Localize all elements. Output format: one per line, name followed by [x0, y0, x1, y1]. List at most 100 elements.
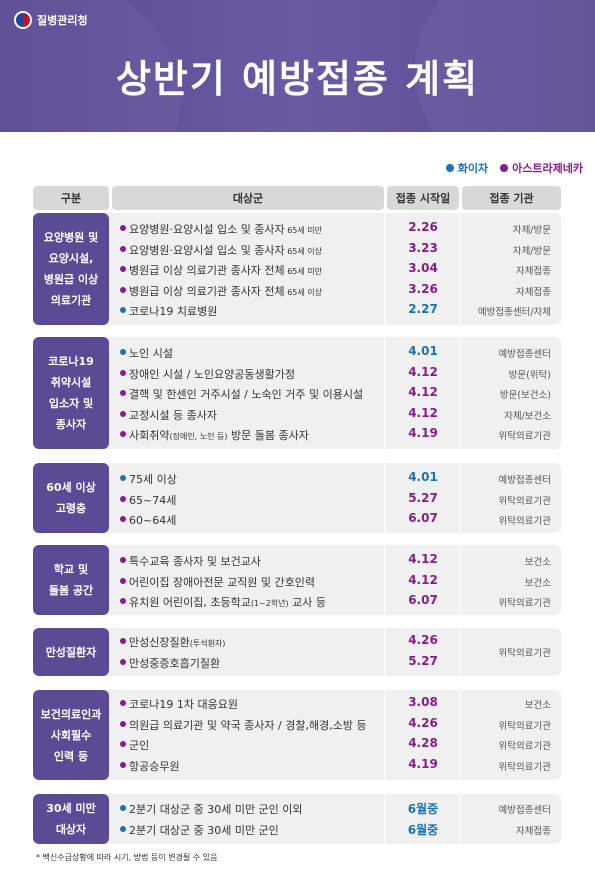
target-group-text: 만성중증호흡기질환 — [129, 656, 221, 670]
target-note: 65세 이상 — [284, 287, 323, 297]
start-date: 4.01 — [408, 470, 438, 484]
table-row: 60~64세 6.07 위탁의료기관 — [33, 509, 561, 529]
column-divider — [459, 213, 460, 325]
agency-logo: 질병관리청 — [14, 11, 88, 29]
table-row: 장애인 시설 / 노인요양공동생활가정 4.12 방문(위탁) — [33, 363, 561, 383]
table-row: 어린이집 장애아전문 교직원 및 간호인력 4.12 보건소 — [33, 571, 561, 591]
institution-text: 예방접종센터 — [498, 349, 551, 360]
target-note: (장애인, 노인 등) — [169, 432, 228, 441]
header-institution: 접종 기관 — [462, 186, 561, 210]
institution-text: 예방접종센터 — [498, 805, 551, 816]
start-date: 2.27 — [408, 302, 438, 316]
institution-text: 예방접종센터/자체 — [477, 307, 551, 318]
target-note: (1~2학년) — [250, 599, 289, 608]
table-row: 군인 4.28 위탁의료기관 — [33, 734, 561, 754]
institution-text: 예방접종센터 — [498, 475, 551, 486]
column-divider — [459, 690, 460, 780]
column-divider — [384, 690, 385, 780]
target-note: (투석환자) — [189, 639, 226, 648]
institution-text: 위탁의료기관 — [498, 761, 551, 773]
group-background — [33, 794, 561, 844]
astrazeneca-bullet-icon — [120, 431, 126, 437]
column-divider — [384, 213, 385, 325]
target-note: 65세 미만 — [284, 267, 323, 276]
table-row: 결핵 및 한센인 거주시설 / 노숙인 거주 및 이용시설 4.12 방문(보건소) — [33, 383, 561, 403]
start-date: 5.27 — [408, 490, 438, 505]
astrazeneca-bullet-icon — [120, 516, 126, 522]
start-date: 4.26 — [408, 633, 438, 647]
table-group: 만성질환자 만성신장질환(투석환자) 4.26 위탁의료기관 만성중증호흡기질환 5.27 — [33, 628, 561, 676]
astrazeneca-bullet-icon — [120, 700, 126, 706]
table-group: 보건의료인과 사회필수 인력 등 코로나19 1차 대응요원 3.08 보건소 의원급 … — [33, 690, 561, 780]
start-date: 5.27 — [408, 653, 438, 668]
table-row: 코로나19 치료병원 2.27 예방접종센터/자체 — [33, 300, 561, 320]
start-date: 3.26 — [408, 281, 438, 296]
category-label: 요양병원 및 요양시설, 병원급 이상 의료기관 — [33, 213, 109, 325]
group-background — [33, 628, 561, 676]
pfizer-bullet-icon — [120, 349, 126, 355]
table-row: 항공승무원 4.19 위탁의료기관 — [33, 755, 561, 775]
institution-text: 자체/보건소 — [504, 410, 551, 422]
target-group-text: 군인 — [129, 739, 150, 752]
category-label: 30세 미만 대상자 — [33, 794, 109, 844]
legend-astrazeneca: 아스트라제네카 — [500, 160, 583, 176]
table-group: 코로나19 취약시설 입소자 및 종사자 노인 시설 4.01 예방접종센터 장애인 시… — [33, 337, 561, 449]
institution-text: 방문(보건소) — [499, 390, 551, 401]
astrazeneca-bullet-icon — [120, 720, 126, 727]
column-divider — [459, 545, 460, 615]
pfizer-dot-icon — [445, 164, 454, 172]
table-row: 특수교육 종사자 및 보건교사 4.12 보건소 — [33, 550, 561, 570]
header-category: 구분 — [33, 186, 109, 210]
institution-text: 위탁의료기관 — [498, 431, 551, 442]
target-group-text: 2분기 대상군 중 30세 미만 군인 — [129, 823, 279, 837]
vaccine-legend: 화이자 아스트라제네카 — [445, 160, 583, 176]
institution-text: 보건소 — [524, 557, 551, 568]
column-divider — [459, 794, 460, 844]
column-divider — [384, 337, 385, 449]
astrazeneca-bullet-icon — [120, 761, 126, 768]
institution-text: 방문(위탁) — [508, 369, 551, 381]
astrazeneca-bullet-icon — [120, 245, 126, 252]
pfizer-bullet-icon — [120, 475, 126, 481]
start-date: 3.23 — [408, 240, 438, 255]
institution-text: 위탁의료기관 — [498, 495, 551, 507]
start-date: 6.07 — [408, 511, 438, 525]
start-date: 4.12 — [408, 552, 438, 566]
table-row: 노인 시설 4.01 예방접종센터 — [33, 342, 561, 362]
institution-text: 자체접종 — [516, 286, 551, 298]
astrazeneca-bullet-icon — [120, 266, 126, 272]
table-row: 교정시설 등 종사자 4.12 자체/보건소 — [33, 404, 561, 424]
institution-text: 위탁의료기관 — [498, 741, 551, 752]
target-group-text: 65~74세 — [129, 493, 177, 507]
start-date: 2.26 — [408, 220, 438, 234]
target-group-text: 유치원 어린이집, 초등학교(1~2학년) 교사 등 — [129, 596, 327, 609]
target-group-text: 병원급 이상 의료기관 종사자 전체 65세 미만 — [129, 264, 323, 277]
table-row: 사회취약(장애인, 노인 등) 방문 돌봄 종사자 4.19 위탁의료기관 — [33, 424, 561, 444]
table-row: 병원급 이상 의료기관 종사자 전체 65세 미만 3.04 자체접종 — [33, 259, 561, 279]
header-date: 접종 시작일 — [387, 186, 459, 210]
category-label: 학교 및 돌봄 공간 — [33, 545, 109, 615]
target-group-text: 요양병원·요양시설 입소 및 종사자 65세 이상 — [129, 243, 323, 257]
category-label: 60세 이상 고령층 — [33, 463, 109, 533]
legend-pfizer-label: 화이자 — [457, 162, 489, 175]
institution-text: 자체접종 — [516, 266, 551, 277]
astrazeneca-bullet-icon — [120, 495, 126, 502]
start-date: 3.04 — [408, 261, 438, 275]
table-row: 의원급 의료기관 및 약국 종사자 / 경찰,해경,소방 등 4.26 위탁의료기관 — [33, 714, 561, 734]
start-date: 4.12 — [408, 405, 438, 420]
astrazeneca-bullet-icon — [120, 741, 126, 747]
start-date: 4.19 — [408, 426, 438, 440]
target-group-text: 결핵 및 한센인 거주시설 / 노숙인 거주 및 이용시설 — [129, 388, 364, 401]
start-date: 4.28 — [408, 736, 438, 750]
target-group-text: 의원급 의료기관 및 약국 종사자 / 경찰,해경,소방 등 — [129, 718, 367, 732]
pfizer-bullet-icon — [120, 307, 126, 313]
astrazeneca-bullet-icon — [120, 369, 126, 376]
table-row: 65~74세 5.27 위탁의료기관 — [33, 489, 561, 509]
table-row: 유치원 어린이집, 초등학교(1~2학년) 교사 등 6.07 위탁의료기관 — [33, 591, 561, 611]
table-row: 요양병원·요양시설 입소 및 종사자 65세 미만 2.26 자체/방문 — [33, 218, 561, 238]
table-row: 병원급 이상 의료기관 종사자 전체 65세 이상 3.26 자체접종 — [33, 280, 561, 300]
start-date: 4.12 — [408, 364, 438, 379]
institution-text: 자체/방문 — [512, 245, 551, 257]
start-date: 4.12 — [408, 572, 438, 587]
start-date: 4.12 — [408, 385, 438, 399]
